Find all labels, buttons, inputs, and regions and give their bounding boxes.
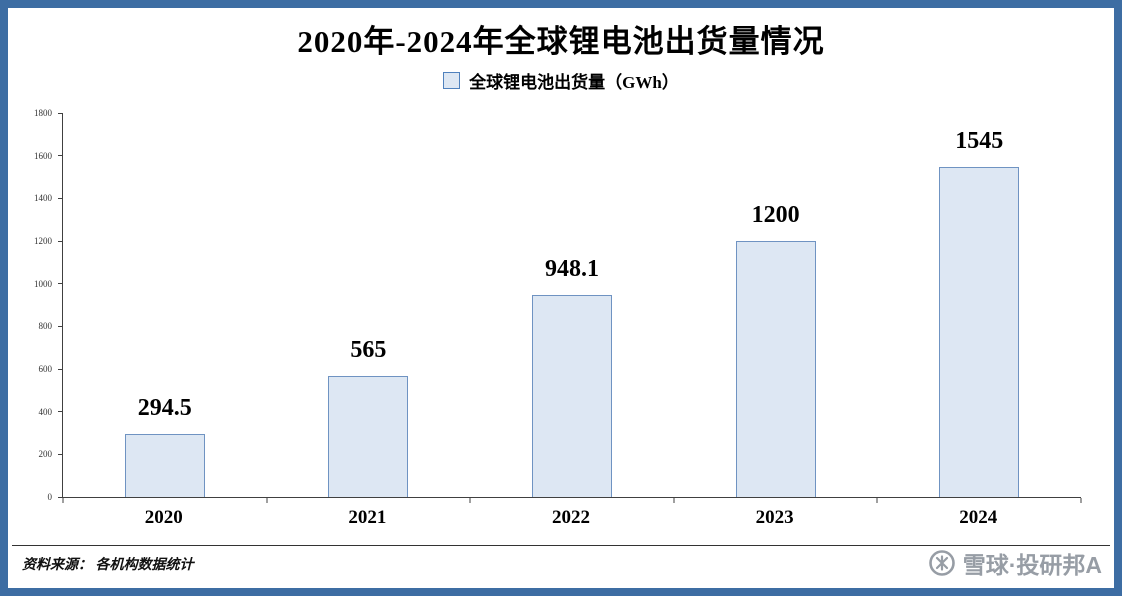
x-axis-tick bbox=[876, 498, 878, 503]
bar-value-label: 1200 bbox=[751, 202, 800, 228]
y-axis-tick bbox=[58, 240, 63, 242]
y-axis-tick bbox=[58, 112, 63, 114]
x-axis-tick bbox=[1080, 498, 1082, 503]
y-axis-tick bbox=[58, 283, 63, 285]
footer-divider bbox=[12, 545, 1110, 546]
bar-value-label: 948.1 bbox=[545, 255, 599, 282]
bar-value-label: 1545 bbox=[955, 128, 1004, 155]
legend-label: 全球锂电池出货量（GWh） bbox=[469, 73, 679, 92]
bar-value-label: 565 bbox=[350, 337, 387, 364]
watermark: 雪球·投研邦A bbox=[928, 547, 1102, 579]
watermark-text: 雪球·投研邦A bbox=[962, 552, 1102, 578]
y-axis-labels: 0 200 400 600 800 1000 1200 1400 1600 1800 bbox=[8, 108, 56, 502]
bar-2021 bbox=[328, 376, 409, 497]
bar-2023 bbox=[735, 241, 816, 497]
source-note: 资料来源： 各机构数据统计 bbox=[22, 558, 194, 573]
legend: 全球锂电池出货量（GWh） bbox=[8, 68, 1114, 93]
y-axis-tick-label: 400 bbox=[38, 406, 53, 417]
y-axis-tick-label: 0 bbox=[47, 492, 53, 502]
bar-2024 bbox=[939, 167, 1020, 497]
x-axis-tick bbox=[62, 498, 64, 503]
x-axis-tick bbox=[469, 498, 471, 503]
y-axis-tick-label: 1800 bbox=[34, 108, 52, 118]
x-axis-label: 2022 bbox=[552, 507, 590, 528]
y-axis-tick-label: 1000 bbox=[34, 278, 52, 289]
x-axis-label: 2020 bbox=[144, 507, 183, 528]
y-axis-tick-label: 600 bbox=[38, 364, 53, 374]
y-axis-tick bbox=[58, 496, 63, 498]
y-axis-tick-label: 1600 bbox=[34, 150, 52, 161]
y-axis-tick-label: 800 bbox=[38, 321, 53, 332]
y-axis-tick-label: 1400 bbox=[34, 193, 52, 204]
x-axis-tick bbox=[266, 498, 268, 503]
y-axis-tick bbox=[58, 453, 63, 455]
y-axis-tick bbox=[58, 368, 63, 370]
bar-2020 bbox=[124, 434, 205, 497]
chart-frame: 2020年-2024年全球锂电池出货量情况 全球锂电池出货量（GWh） 0 200… bbox=[8, 8, 1114, 588]
legend-swatch bbox=[443, 72, 461, 89]
plot-area: 294.5 565 948.1 1200 1545 bbox=[58, 112, 1082, 503]
x-axis-label: 2023 bbox=[755, 507, 794, 528]
y-axis-tick bbox=[58, 411, 63, 413]
x-axis-label: 2024 bbox=[959, 507, 998, 528]
y-axis-tick bbox=[58, 197, 63, 199]
bar-value-label: 294.5 bbox=[137, 395, 192, 422]
y-axis-tick-label: 1200 bbox=[34, 236, 52, 246]
y-axis-tick-label: 200 bbox=[38, 449, 53, 460]
bar-2022 bbox=[532, 294, 612, 497]
x-axis-labels: 2020 2021 2022 2023 2024 bbox=[62, 507, 1080, 533]
xueqiu-logo-icon bbox=[928, 549, 956, 577]
x-axis-label: 2021 bbox=[348, 507, 387, 528]
x-axis-tick bbox=[673, 498, 675, 503]
y-axis-tick bbox=[58, 325, 63, 327]
y-axis-tick bbox=[58, 155, 63, 157]
chart-title: 2020年-2024年全球锂电池出货量情况 bbox=[297, 24, 825, 59]
